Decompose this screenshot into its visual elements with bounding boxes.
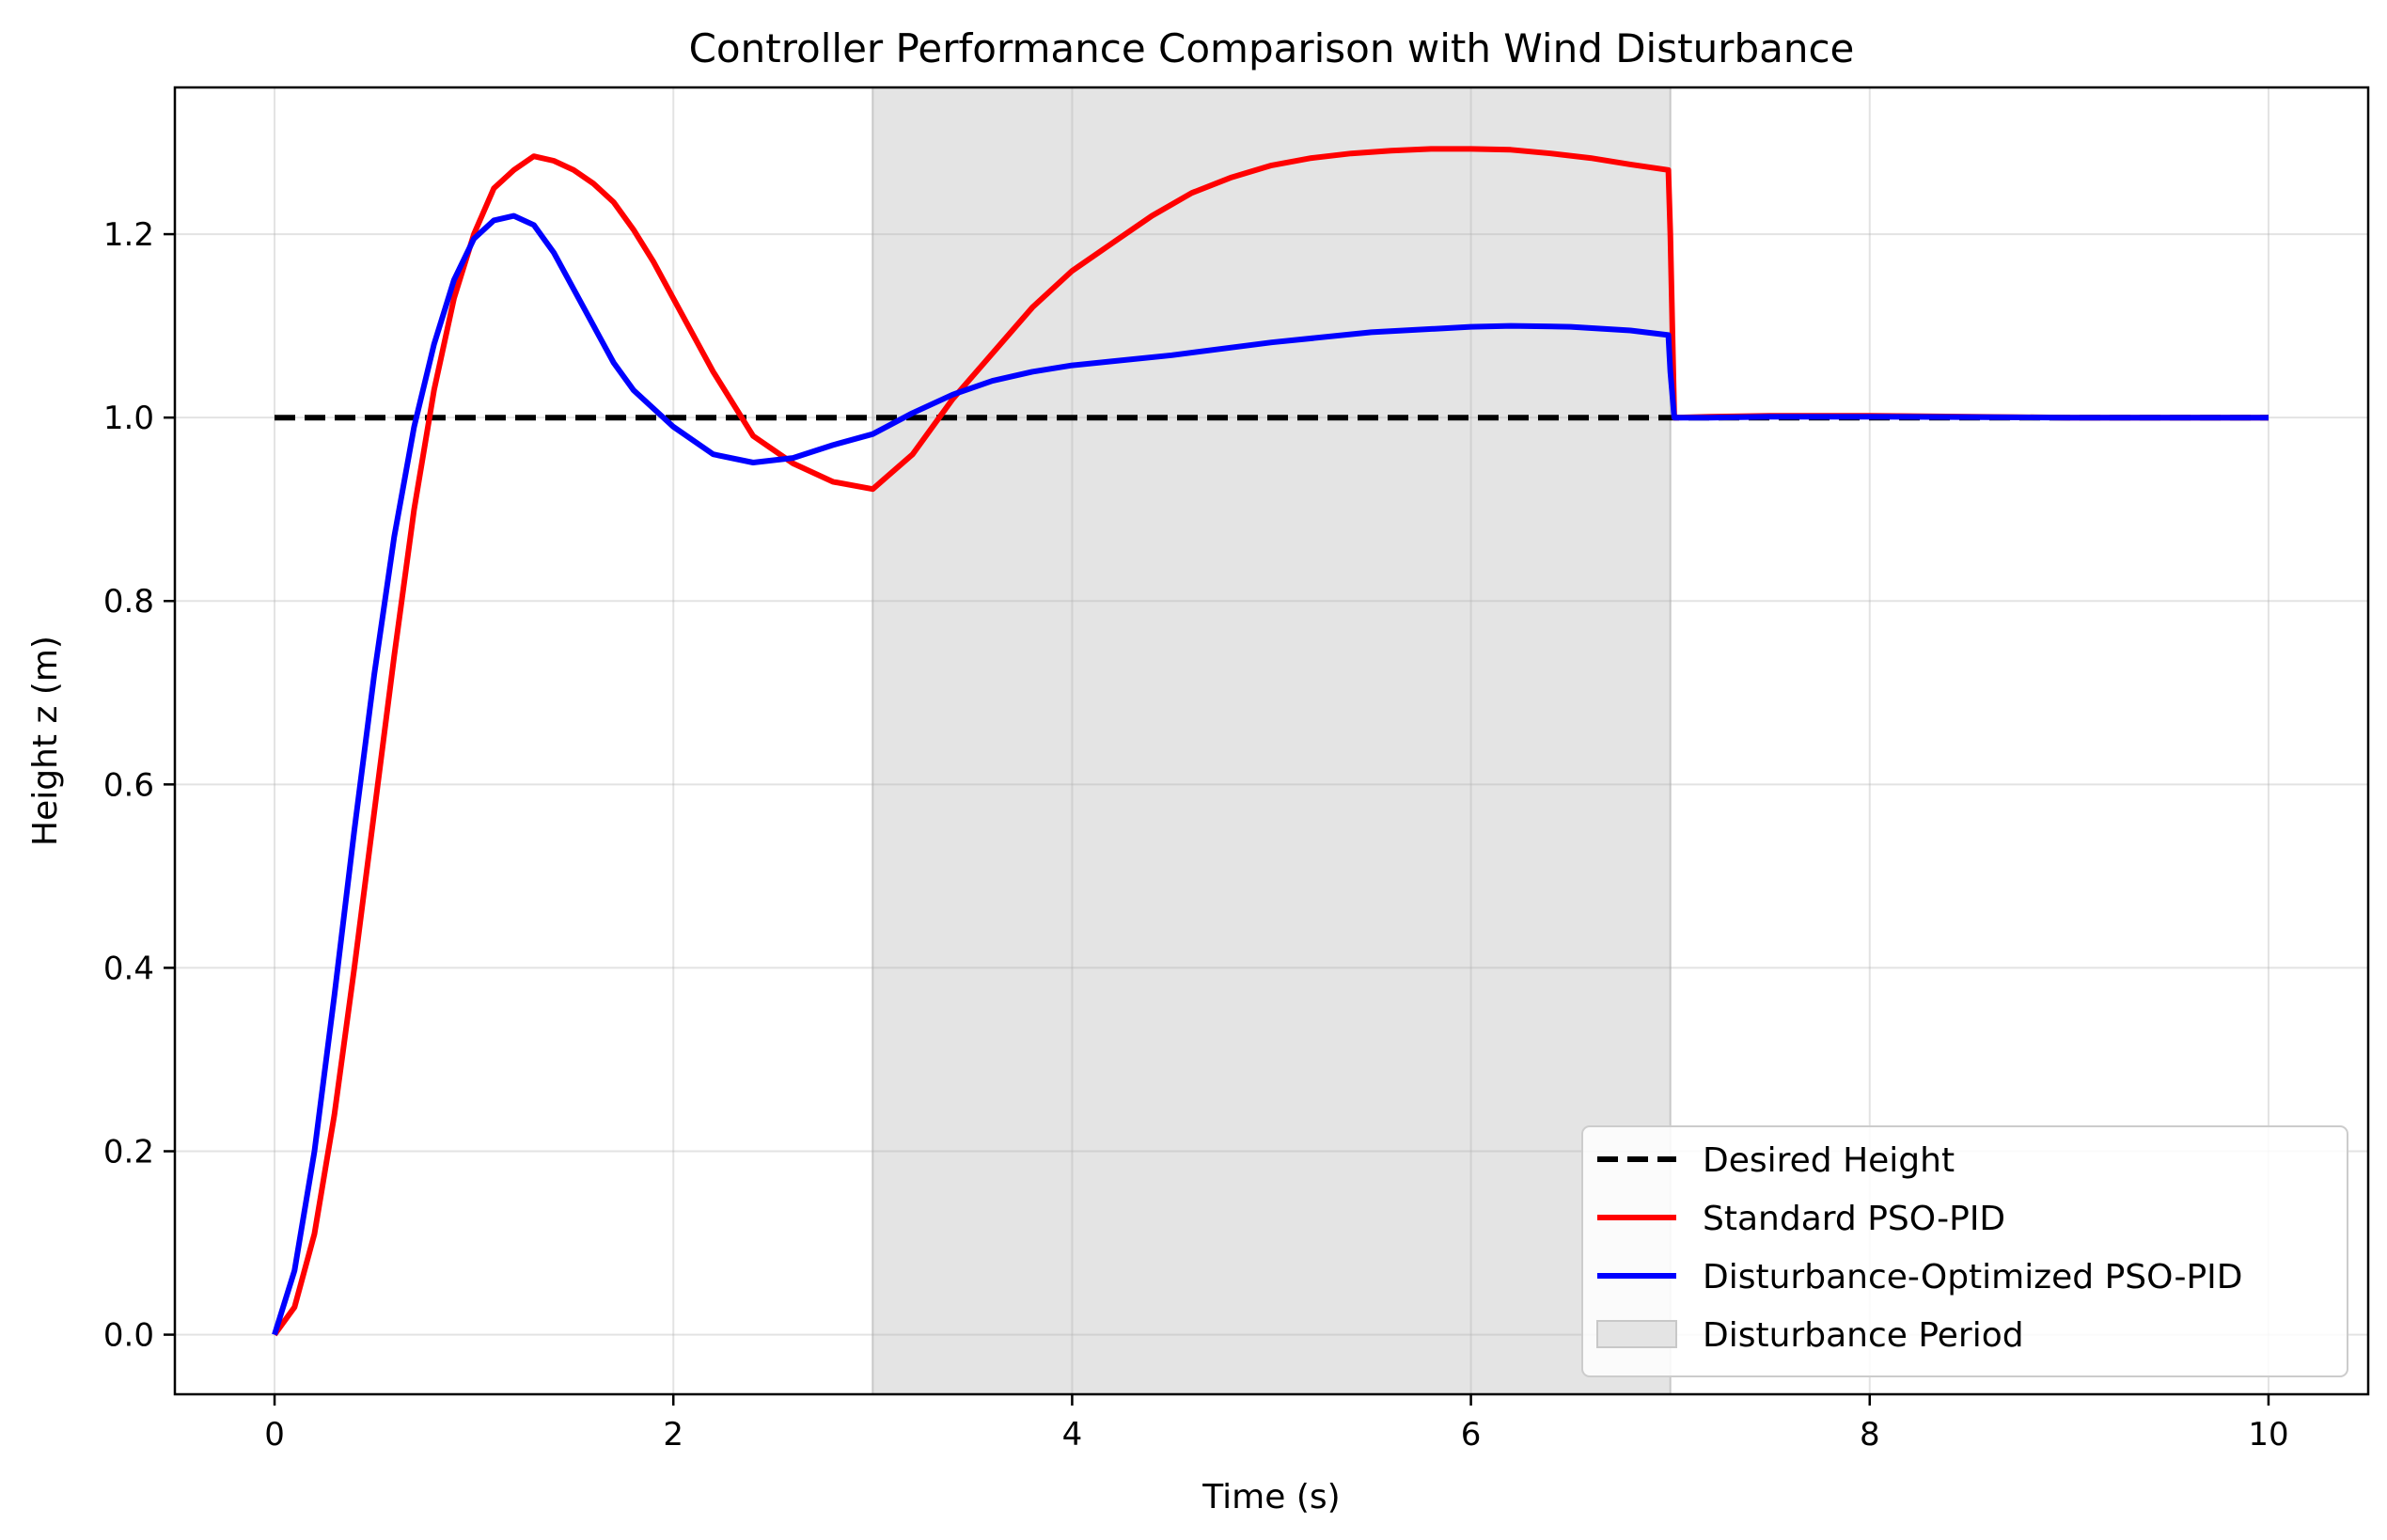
y-axis-label: Height z (m)	[26, 636, 65, 846]
legend-swatch-3	[1596, 1320, 1677, 1348]
x-tick-label-2: 4	[1062, 1416, 1083, 1454]
x-tick-label-3: 6	[1461, 1416, 1482, 1454]
plot-frame	[173, 86, 2370, 1396]
shaded-region-layer	[872, 86, 1672, 1395]
legend-label-1: Standard PSO-PID	[1703, 1200, 2005, 1238]
legend-box	[1581, 1125, 2348, 1377]
tick-layer: 0 2 4 6 8 10 0.0 0.2 0.4 0.6 0.8 1.0 1.2	[103, 216, 2289, 1454]
legend-label-2: Disturbance-Optimized PSO-PID	[1703, 1258, 2243, 1296]
series-layer	[272, 146, 2269, 1337]
y-tick-label-0: 0.0	[103, 1317, 154, 1355]
x-axis-label: Time (s)	[1201, 1478, 1340, 1516]
y-tick-label-2: 0.4	[103, 950, 154, 987]
chart-title: Controller Performance Comparison with W…	[689, 25, 1855, 71]
legend: Desired Height Standard PSO-PID Disturbanc…	[1581, 1125, 2348, 1377]
y-tick-label-3: 0.6	[103, 766, 154, 804]
legend-label-0: Desired Height	[1703, 1141, 1955, 1180]
y-tick-label-4: 0.8	[103, 583, 154, 621]
y-tick-label-5: 1.0	[103, 400, 154, 437]
y-tick-label-6: 1.2	[103, 216, 154, 254]
y-tick-label-1: 0.2	[103, 1134, 154, 1171]
x-tick-label-0: 0	[264, 1416, 285, 1454]
x-tick-label-5: 10	[2248, 1416, 2288, 1454]
series-line-1	[272, 146, 2269, 1337]
x-tick-label-4: 8	[1860, 1416, 1880, 1454]
disturbance-period-region	[872, 86, 1672, 1395]
series-line-2	[272, 212, 2269, 1336]
x-tick-label-1: 2	[663, 1416, 683, 1454]
legend-label-3: Disturbance Period	[1703, 1316, 2024, 1355]
